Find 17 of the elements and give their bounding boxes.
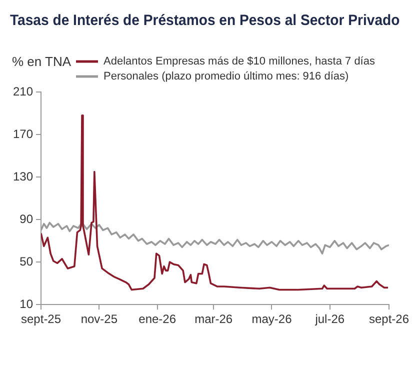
y-tick-label: 10 — [20, 296, 34, 311]
x-tick-label: jul-26 — [314, 312, 345, 326]
x-tick-label: nov-25 — [80, 312, 118, 326]
y-axis-title: % en TNA — [12, 54, 72, 70]
y-tick-label: 130 — [12, 169, 34, 184]
y-tick-label: 90 — [20, 212, 34, 226]
y-tick-label: 50 — [20, 254, 34, 268]
x-tick-label: may-26 — [252, 312, 292, 326]
legend-label: Adelantos Empresas más de $10 millones, hasta 7 días — [104, 56, 376, 68]
y-tick-label: 210 — [12, 84, 34, 98]
legend-label: Personales (plazo promedio último mes: 916 días) — [104, 70, 349, 83]
y-tick-label: 170 — [12, 126, 34, 141]
x-tick-label: mar-26 — [194, 312, 233, 326]
x-tick-label: ene-26 — [138, 312, 176, 326]
x-tick-label: sept-25 — [21, 312, 62, 326]
x-tick-label: sept-26 — [368, 312, 410, 326]
chart-title: Tasas de Interés de Préstamos en Pesos al Sector Privado — [10, 12, 400, 30]
